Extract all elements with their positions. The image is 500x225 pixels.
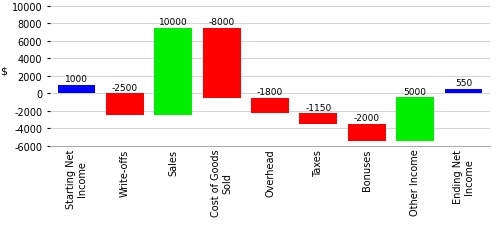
Bar (251, 98, 289, 114)
Text: -1150: -1150 (305, 104, 332, 113)
Bar (444, 89, 482, 94)
Bar (58, 85, 96, 94)
Text: -1800: -1800 (257, 88, 283, 97)
Bar (396, 98, 434, 142)
Bar (300, 114, 337, 124)
Text: -2500: -2500 (112, 84, 138, 93)
Bar (348, 124, 386, 142)
Text: 1000: 1000 (65, 75, 88, 84)
Text: 5000: 5000 (404, 88, 426, 97)
Bar (203, 29, 240, 98)
Y-axis label: $: $ (0, 67, 7, 76)
Bar (154, 29, 192, 116)
Text: -8000: -8000 (208, 18, 235, 27)
Text: 550: 550 (455, 79, 472, 88)
Text: -2000: -2000 (354, 114, 380, 123)
Bar (106, 94, 144, 116)
Text: 10000: 10000 (159, 18, 188, 27)
